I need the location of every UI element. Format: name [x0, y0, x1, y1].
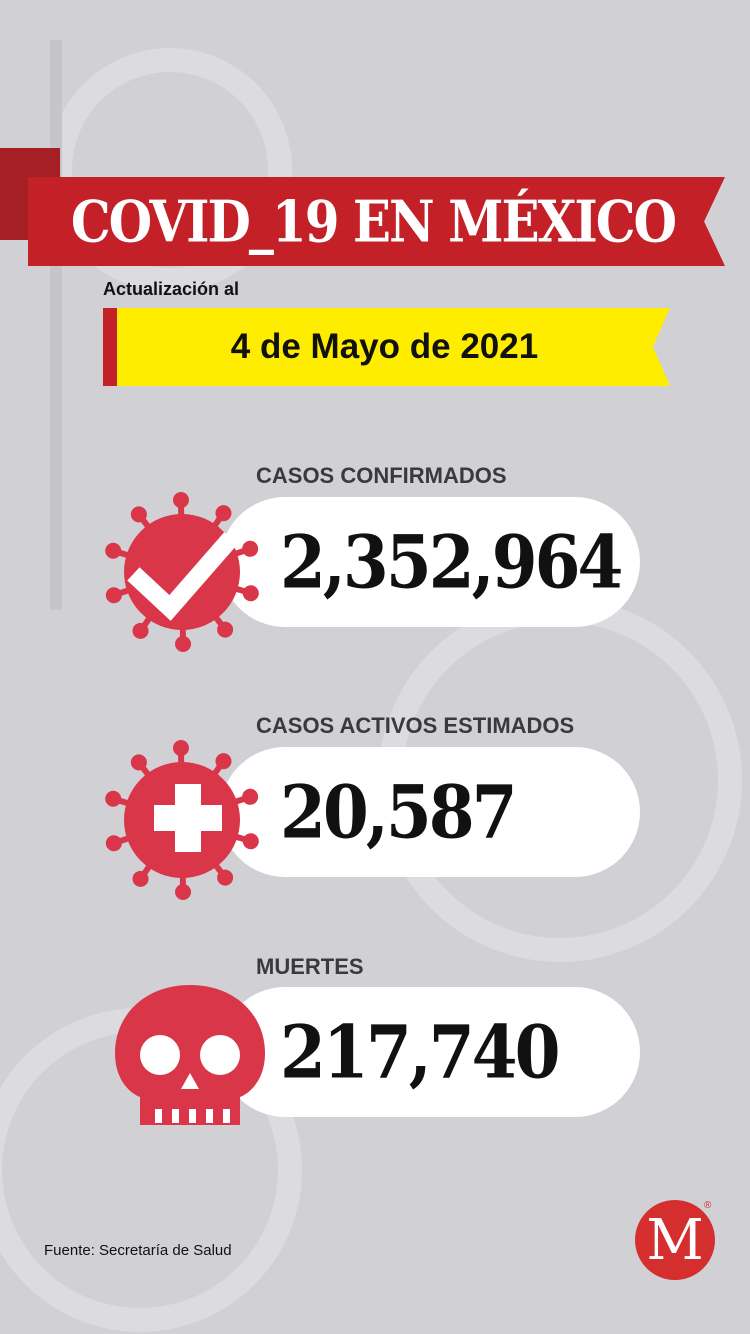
- registered-mark: ®: [704, 1200, 712, 1211]
- source-text: Fuente: Secretaría de Salud: [44, 1242, 232, 1259]
- skull-icon: [115, 985, 265, 1125]
- active-label: CASOS ACTIVOS ESTIMADOS: [256, 713, 575, 738]
- milenio-logo: M: [635, 1200, 715, 1280]
- virus-check-icon: [105, 492, 259, 652]
- confirmed-pill: [220, 497, 640, 627]
- confirmed-value: 2,352,964: [280, 519, 623, 605]
- deaths-value: 217,740: [280, 1009, 561, 1095]
- virus-plus-icon: [105, 740, 259, 900]
- update-label: Actualización al: [103, 279, 240, 299]
- deaths-pill: [220, 987, 640, 1117]
- update-date: 4 de Mayo de 2021: [230, 327, 539, 366]
- deaths-label: MUERTES: [256, 954, 364, 979]
- title-ribbon: [28, 177, 725, 266]
- date-banner: [103, 308, 670, 386]
- active-value: 20,587: [280, 769, 518, 855]
- logo-letter: M: [646, 1207, 704, 1273]
- date-banner-stripe: [103, 308, 117, 386]
- confirmed-label: CASOS CONFIRMADOS: [256, 463, 507, 488]
- page-title: COVID_19 EN MÉXICO: [70, 187, 677, 256]
- active-pill: [220, 747, 640, 877]
